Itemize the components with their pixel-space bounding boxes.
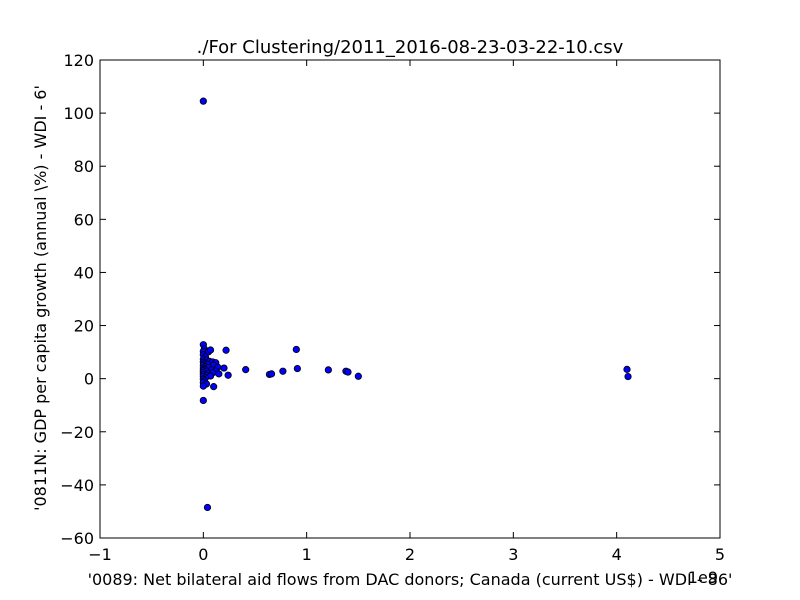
y-tick-label: 0 bbox=[84, 370, 94, 389]
scatter-point bbox=[199, 97, 207, 105]
y-tick-label: −60 bbox=[60, 529, 94, 548]
y-tick-label: 100 bbox=[63, 104, 94, 123]
x-tick-label: 1 bbox=[302, 545, 312, 564]
scatter-point bbox=[293, 364, 301, 373]
scatter-point bbox=[215, 370, 223, 378]
y-tick-label: 80 bbox=[74, 157, 94, 176]
scatter-point bbox=[203, 503, 212, 512]
scatter-point bbox=[210, 383, 218, 391]
scatter-point bbox=[199, 396, 207, 405]
data-points bbox=[199, 97, 632, 512]
y-tick-label: 120 bbox=[63, 51, 94, 70]
scatter-point bbox=[279, 367, 287, 375]
scatter-point bbox=[344, 368, 352, 376]
scatter-point bbox=[224, 371, 232, 379]
scatter-point bbox=[222, 346, 230, 354]
scatter-point bbox=[292, 345, 300, 354]
scatter-point bbox=[624, 372, 632, 381]
y-tick-label: 60 bbox=[74, 210, 94, 229]
x-tick-label: 0 bbox=[198, 545, 208, 564]
x-axis-offset-label: 1e9 bbox=[688, 568, 718, 587]
y-axis-label: '0811N: GDP per capita growth (annual \%… bbox=[31, 85, 50, 511]
plot-frame bbox=[99, 59, 721, 539]
scatter-point bbox=[242, 366, 250, 374]
scatter-point bbox=[267, 370, 276, 378]
x-tick-label: 2 bbox=[405, 545, 415, 564]
scatter-point bbox=[199, 382, 207, 390]
x-tick-label: 4 bbox=[612, 545, 622, 564]
x-tick-label: 3 bbox=[508, 545, 518, 564]
y-tick-label: −40 bbox=[60, 476, 94, 495]
y-tick-label: 40 bbox=[74, 263, 94, 282]
y-tick-label: −20 bbox=[60, 423, 94, 442]
x-tick-label: 5 bbox=[715, 545, 725, 564]
y-tick-label: 20 bbox=[74, 317, 94, 336]
scatter-point bbox=[206, 346, 215, 354]
scatter-point bbox=[220, 364, 228, 372]
scatter-point bbox=[623, 365, 631, 373]
x-tick-label: −1 bbox=[88, 545, 112, 564]
chart-title: ./For Clustering/2011_2016-08-23-03-22-1… bbox=[197, 37, 624, 58]
scatter-point bbox=[354, 372, 362, 380]
x-axis-label: '0089: Net bilateral aid flows from DAC … bbox=[88, 570, 733, 589]
scatter-point bbox=[324, 366, 332, 374]
